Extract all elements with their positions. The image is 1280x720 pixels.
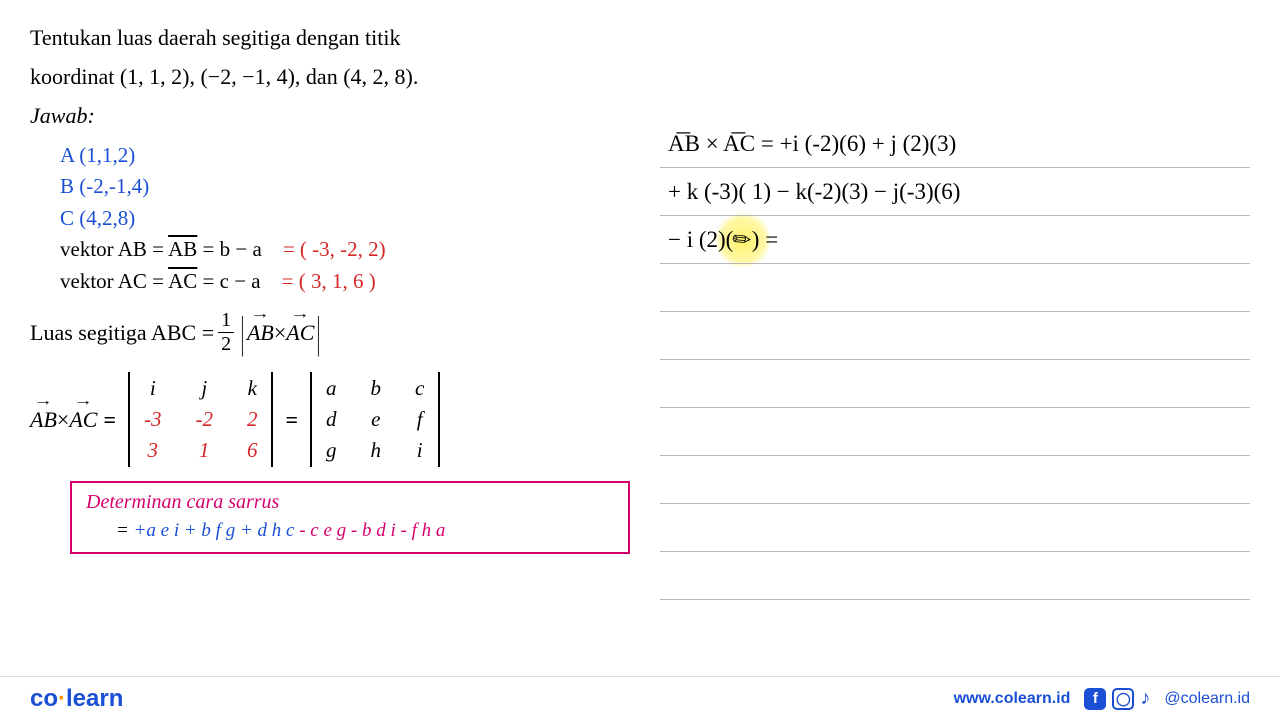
work-line-4 (660, 264, 1250, 312)
sarrus-pos: +a e i + b f g + d h c (134, 520, 300, 541)
cross-symbol: × (274, 320, 286, 346)
instagram-icon[interactable]: ◯ (1112, 688, 1134, 710)
det1-cell: 3 (144, 438, 162, 463)
m-eq2: = (285, 407, 298, 433)
vec-ab-val: = ( -3, -2, 2) (283, 237, 386, 261)
left-column: Tentukan luas daerah segitiga dengan tit… (30, 20, 640, 660)
m-ac: AC (69, 407, 97, 433)
vec-ac: AC (286, 320, 314, 346)
determinant-2: a b c d e f g h i (310, 372, 440, 467)
vec-ac-label: vektor AC = (60, 269, 168, 293)
jawab-label: Jawab: (30, 98, 630, 133)
cross-product-matrix: AB × AC = i j k -3 -2 2 3 1 6 = a b c d e f g h i (30, 372, 630, 467)
m-ab: AB (30, 407, 57, 433)
det2-cell: d (326, 407, 337, 432)
work-line-10 (660, 552, 1250, 600)
work-line-9 (660, 504, 1250, 552)
m-eq1: = (103, 407, 116, 433)
det1-cell: i (144, 376, 162, 401)
det2-cell: h (371, 438, 382, 463)
vector-ac-row: vektor AC = AC = c − a = ( 3, 1, 6 ) (60, 266, 630, 298)
det2-cell: b (371, 376, 382, 401)
cursor-highlight: ✎ (733, 227, 751, 253)
work-line-8 (660, 456, 1250, 504)
tiktok-icon[interactable]: ♪ (1140, 687, 1150, 710)
sarrus-box: Determinan cara sarrus = +a e i + b f g … (70, 481, 630, 554)
point-b: B (-2,-1,4) (60, 171, 630, 203)
work-line-7 (660, 408, 1250, 456)
footer-right: www.colearn.id f ◯ ♪ @colearn.id (954, 687, 1250, 710)
right-column: A͞B × A͞C = +i (-2)(6) + j (2)(3) + k (-… (640, 20, 1250, 660)
work-line-5 (660, 312, 1250, 360)
footer-handle: @colearn.id (1164, 690, 1250, 708)
sarrus-formula: = +a e i + b f g + d h c - c e g - b d i… (116, 520, 614, 542)
vec-ab-sym: AB (168, 237, 197, 261)
luas-text: Luas segitiga ABC = (30, 320, 214, 346)
work-line-6 (660, 360, 1250, 408)
colearn-logo: co·learn (30, 685, 123, 713)
work-line-1: A͞B × A͞C = +i (-2)(6) + j (2)(3) (660, 120, 1250, 168)
vec-ac-eq: = c − a (203, 269, 261, 293)
det2-cell: a (326, 376, 337, 401)
sarrus-neg: - c e g - b d i - f h a (299, 520, 445, 541)
problem-line1: Tentukan luas daerah segitiga dengan tit… (30, 20, 630, 55)
det1-cell: j (195, 376, 213, 401)
problem-line2: koordinat (1, 1, 2), (−2, −1, 4), dan (4… (30, 59, 630, 94)
point-c: C (4,2,8) (60, 203, 630, 235)
det1-cell: 2 (247, 407, 258, 432)
m-cross: × (57, 407, 69, 433)
half-fraction: 1 2 (218, 309, 234, 356)
det2-cell: g (326, 438, 337, 463)
det2-cell: f (415, 407, 424, 432)
sarrus-title: Determinan cara sarrus (86, 491, 614, 514)
vec-ab: AB (247, 320, 274, 346)
point-a: A (1,1,2) (60, 140, 630, 172)
det1-cell: -3 (144, 407, 162, 432)
det2-cell: i (415, 438, 424, 463)
facebook-icon[interactable]: f (1084, 688, 1106, 710)
abs-bar-right: | (317, 307, 321, 358)
det1-cell: -2 (195, 407, 213, 432)
vector-ab-row: vektor AB = AB = b − a = ( -3, -2, 2) (60, 234, 630, 266)
vec-ac-val: = ( 3, 1, 6 ) (282, 269, 376, 293)
work-line-3: − i (2)( ✎ ) = (660, 216, 1250, 264)
det1-cell: k (247, 376, 258, 401)
determinant-1: i j k -3 -2 2 3 1 6 (128, 372, 274, 467)
work-line-2: + k (-3)( 1) − k(-2)(3) − j(-3)(6) (660, 168, 1250, 216)
vec-ac-sym: AC (168, 269, 197, 293)
social-icons: f ◯ ♪ (1084, 687, 1150, 710)
det2-cell: c (415, 376, 424, 401)
area-formula: Luas segitiga ABC = 1 2 | AB × AC | (30, 307, 630, 358)
det1-cell: 6 (247, 438, 258, 463)
footer: co·learn www.colearn.id f ◯ ♪ @colearn.i… (0, 676, 1280, 720)
det2-cell: e (371, 407, 382, 432)
abs-bar-left: | (241, 307, 245, 358)
footer-url: www.colearn.id (954, 690, 1071, 708)
det1-cell: 1 (195, 438, 213, 463)
vec-ab-label: vektor AB = (60, 237, 168, 261)
vec-ab-eq: = b − a (203, 237, 262, 261)
